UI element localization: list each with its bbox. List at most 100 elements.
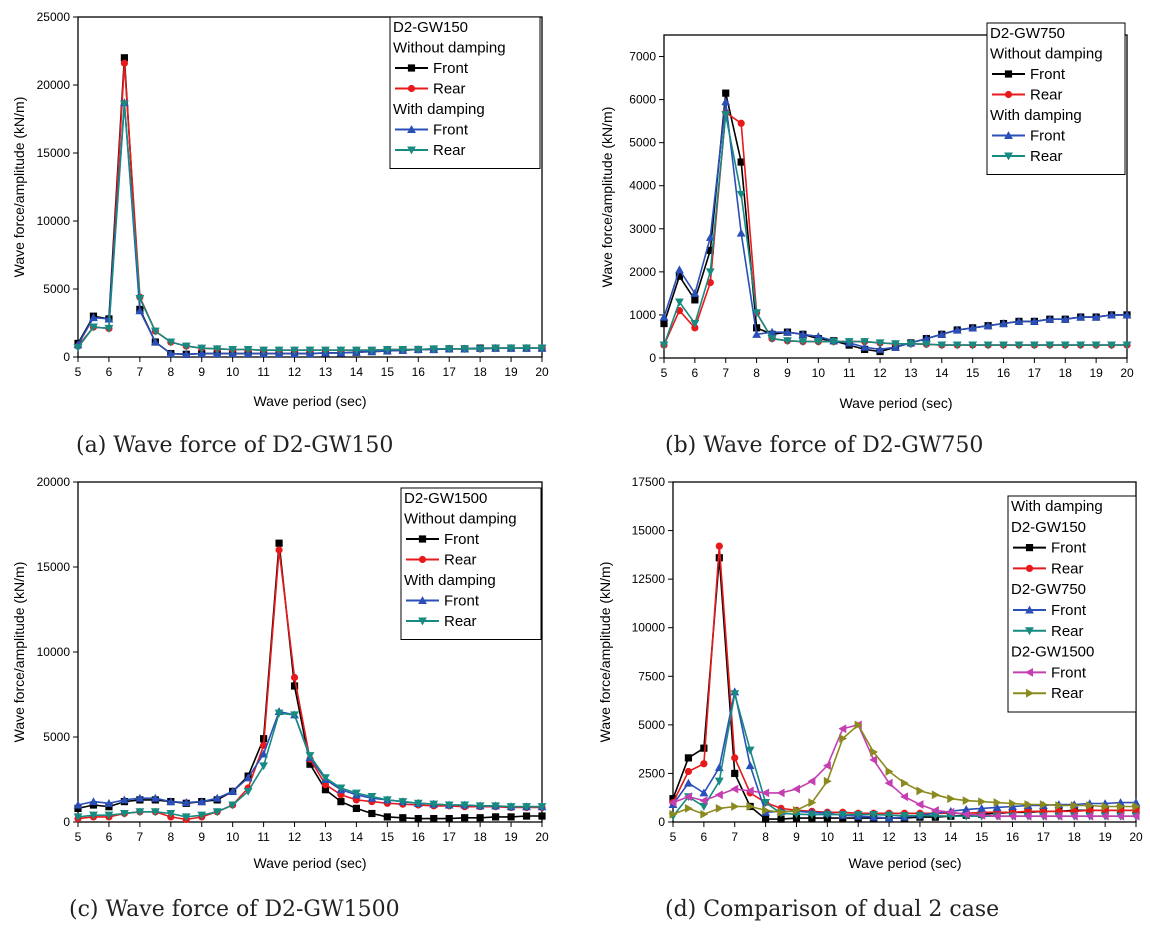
y-tick-label: 0 (649, 351, 656, 365)
legend-entry: Front (1051, 602, 1087, 619)
data-point (746, 802, 755, 811)
data-point (839, 734, 848, 743)
x-tick-label: 19 (1089, 366, 1103, 380)
data-point (737, 119, 745, 127)
data-point (669, 795, 677, 803)
y-tick-label: 3000 (629, 222, 656, 236)
x-tick-label: 5 (670, 830, 677, 844)
data-point (306, 760, 314, 768)
x-tick-label: 9 (784, 366, 791, 380)
x-tick-label: 15 (975, 830, 989, 844)
data-point (915, 800, 924, 809)
x-tick-label: 11 (257, 830, 270, 844)
data-point (104, 811, 114, 820)
data-point (900, 792, 909, 802)
data-point (937, 329, 947, 338)
data-point (104, 798, 114, 807)
y-tick-label: 0 (63, 350, 70, 364)
data-point (1091, 341, 1101, 350)
data-point (968, 341, 978, 350)
y-axis-label: Wave force/amplitude (kN/m) (11, 562, 27, 743)
data-point (382, 346, 392, 354)
data-point (150, 808, 160, 817)
x-tick-label: 5 (661, 366, 668, 380)
x-tick-label: 19 (1098, 830, 1112, 844)
data-point (1132, 802, 1141, 811)
data-point (930, 805, 939, 815)
data-point (822, 811, 832, 820)
x-tick-label: 20 (535, 365, 549, 379)
data-point (792, 805, 801, 815)
data-point (1023, 811, 1032, 821)
data-point (715, 542, 723, 550)
data-point (537, 344, 547, 353)
data-point (1107, 341, 1116, 350)
x-tick-label: 17 (443, 830, 457, 844)
data-point (736, 228, 746, 237)
legend-entry: Front (1030, 66, 1066, 83)
data-point (475, 802, 485, 811)
x-tick-label: 11 (843, 366, 856, 380)
data-point (135, 306, 145, 315)
data-point (875, 339, 885, 348)
data-point (885, 767, 894, 776)
figure-caption: (d) Comparison of dual 2 case (665, 897, 999, 922)
data-point (690, 289, 700, 297)
legend-swatch-marker (1025, 668, 1034, 677)
data-point (73, 813, 83, 822)
legend: D2-GW1500 Without damping Front Rear With da… (400, 487, 542, 640)
x-tick-label: 19 (504, 830, 518, 844)
legend-swatch-marker (407, 125, 416, 134)
data-point (659, 341, 669, 350)
y-tick-label: 7500 (638, 669, 665, 683)
x-tick-label: 16 (1006, 830, 1020, 844)
data-point (731, 802, 740, 811)
data-point (181, 798, 191, 806)
data-point (429, 345, 439, 354)
data-point (705, 268, 715, 277)
data-point (321, 774, 330, 783)
data-point (305, 346, 315, 355)
data-point (761, 799, 770, 807)
data-point (684, 754, 693, 762)
data-point (352, 789, 361, 798)
y-tick-label: 12500 (632, 572, 666, 586)
data-point (822, 761, 831, 771)
data-point (197, 811, 207, 820)
x-tick-label: 6 (692, 366, 699, 380)
data-point (699, 796, 708, 806)
y-tick-label: 20000 (37, 475, 71, 489)
y-tick-label: 5000 (629, 136, 656, 150)
data-point (1030, 341, 1039, 350)
data-point (1117, 802, 1125, 811)
x-tick-label: 18 (1068, 830, 1082, 844)
legend-swatch-marker (418, 617, 427, 626)
data-point (89, 323, 98, 332)
data-point (792, 784, 800, 794)
data-point (1060, 341, 1070, 350)
data-point (275, 539, 283, 547)
legend-entry: Rear (444, 552, 477, 569)
legend-heading: D2-GW1500 (1011, 644, 1094, 661)
data-point (838, 811, 848, 820)
data-point (413, 346, 423, 354)
data-point (89, 313, 98, 322)
data-point (853, 811, 863, 820)
data-point (659, 312, 669, 321)
y-tick-label: 4000 (629, 179, 656, 193)
legend-swatch-marker (1025, 544, 1034, 552)
legend-heading: With damping (404, 572, 496, 589)
data-point (875, 344, 885, 353)
figure-caption: (a) Wave force of D2-GW150 (76, 433, 393, 458)
data-point (829, 338, 839, 347)
data-point (807, 811, 817, 820)
data-point (73, 343, 83, 352)
x-tick-label: 6 (701, 830, 708, 844)
data-point (135, 808, 145, 817)
x-tick-label: 12 (882, 830, 896, 844)
x-tick-label: 12 (288, 830, 302, 844)
y-tick-label: 1000 (629, 308, 656, 322)
legend-entry: Front (1051, 664, 1087, 681)
data-point (962, 796, 971, 806)
y-axis-label: Wave force/amplitude (kN/m) (599, 107, 615, 288)
